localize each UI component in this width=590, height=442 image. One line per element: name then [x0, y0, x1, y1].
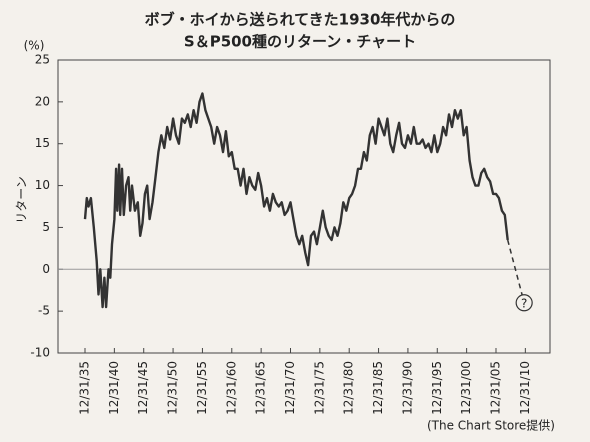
annotation-text: ?: [521, 296, 527, 310]
annotation-circle: [515, 294, 533, 312]
y-tick-label: 5: [42, 220, 50, 234]
x-tick-label: 12/31/90: [400, 361, 414, 415]
x-tick-label: 12/31/95: [430, 361, 444, 415]
x-tick-label: 12/31/40: [107, 361, 121, 415]
x-tick-label: 12/31/80: [342, 361, 356, 415]
x-tick-label: 12/31/05: [488, 361, 502, 415]
x-tick-label: 12/31/10: [518, 361, 532, 415]
x-tick-label: 12/31/00: [459, 361, 473, 415]
x-tick-label: 12/31/85: [371, 361, 385, 415]
y-tick-label: 10: [35, 178, 50, 192]
x-tick-label: 12/31/75: [312, 361, 326, 415]
y-tick-label: 20: [35, 94, 50, 108]
y-tick-label: -5: [38, 304, 50, 318]
y-tick-label: 0: [42, 262, 50, 276]
x-tick-label: 12/31/55: [195, 361, 209, 415]
x-tick-label: 12/31/50: [166, 361, 180, 415]
y-tick-label: -10: [30, 346, 50, 360]
y-unit: (%): [24, 39, 45, 53]
x-tick-label: 12/31/35: [78, 361, 92, 415]
y-tick-label: 25: [35, 53, 50, 67]
data-line: [506, 239, 525, 303]
source: (The Chart Store提供): [427, 418, 555, 433]
chart-subtitle: S＆P500種のリターン・チャート: [184, 33, 416, 51]
x-tick-label: 12/31/60: [224, 361, 238, 415]
data-line: [83, 92, 509, 309]
x-tick-label: 12/31/70: [283, 361, 297, 415]
y-axis-label: リターン: [15, 176, 29, 223]
x-tick-label: 12/31/65: [254, 361, 268, 415]
plot-frame: [57, 59, 551, 354]
x-tick-label: 12/31/45: [136, 361, 150, 415]
y-tick-label: 15: [35, 136, 50, 150]
chart-title: ボブ・ホイから送られてきた1930年代からの: [145, 11, 456, 29]
